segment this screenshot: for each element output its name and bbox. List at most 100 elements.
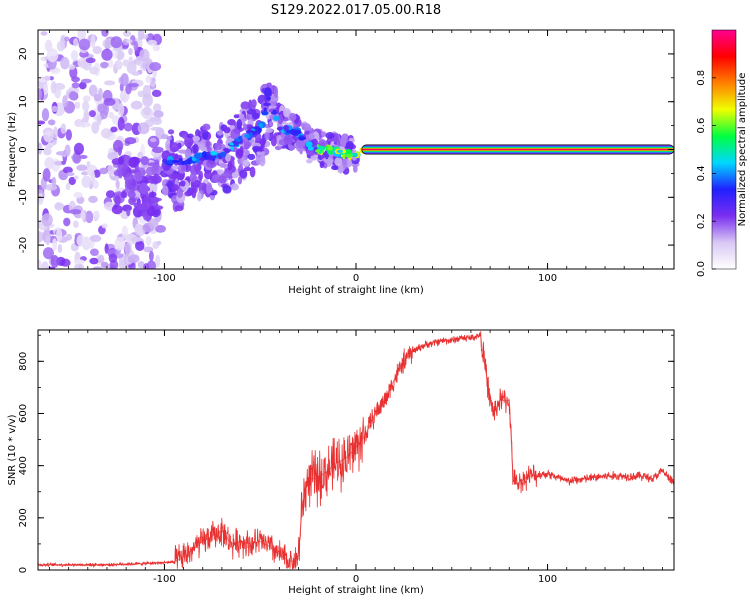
signal-halo-blob [251, 99, 257, 108]
signal-halo-blob [239, 169, 248, 179]
noise-blob [153, 110, 164, 118]
noise-blob [54, 202, 64, 211]
noise-blob [74, 263, 84, 269]
signal-halo-blob [319, 162, 325, 169]
signal-halo-blob [184, 148, 192, 159]
noise-blob [156, 240, 162, 245]
noise-blob [70, 49, 79, 61]
signal-halo-blob [264, 131, 270, 140]
spectrogram-plot-area [38, 30, 674, 269]
noise-blob [38, 120, 46, 125]
signal-halo-blob [277, 114, 284, 125]
noise-blob [42, 83, 49, 95]
noise-blob [61, 160, 66, 165]
snr-y-tick-label: 800 [18, 352, 29, 371]
noise-blob [88, 110, 96, 118]
colorbar-gradient [711, 29, 737, 270]
signal-halo-blob [283, 134, 294, 145]
noise-blob [134, 172, 143, 183]
signal-halo-blob [342, 157, 348, 170]
noise-blob [137, 90, 145, 98]
signal-core-blob [184, 159, 189, 165]
noise-blob [140, 34, 149, 39]
noise-blob [139, 182, 149, 195]
snr-x-axis-label: Height of straight line (km) [288, 585, 424, 596]
signal-core-blob [167, 159, 174, 165]
signal-halo-blob [227, 119, 236, 126]
noise-blob [150, 197, 162, 202]
noise-blob [90, 170, 96, 185]
signal-core-blob [258, 122, 264, 129]
noise-blob [126, 208, 131, 217]
signal-halo-blob [237, 176, 243, 185]
signal-halo-blob [230, 183, 239, 191]
signal-halo-blob [283, 108, 292, 118]
signal-halo-blob [320, 131, 327, 138]
noise-blob [118, 156, 125, 165]
signal-halo-blob [169, 142, 179, 153]
noise-blob [57, 243, 63, 254]
signal-core-blob [253, 126, 260, 130]
noise-blob [96, 114, 102, 126]
noise-blob [127, 254, 140, 264]
signal-core-blob [336, 149, 344, 153]
noise-blob [86, 161, 91, 167]
noise-blob [90, 248, 99, 257]
noise-blob [89, 257, 99, 265]
colorbar-tick-label: 0.0 [696, 261, 707, 277]
signal-halo-blob [273, 86, 279, 98]
spectrogram-x-axis-label: Height of straight line (km) [288, 285, 424, 296]
noise-blob [126, 233, 138, 245]
noise-blob [139, 48, 150, 62]
noise-blob [64, 144, 71, 157]
noise-blob [52, 238, 58, 251]
signal-core-blob [327, 145, 333, 151]
noise-blob [68, 176, 76, 186]
signal-halo-blob [202, 123, 211, 131]
noise-blob [51, 105, 59, 113]
signal-core-blob [261, 111, 269, 116]
noise-blob [81, 78, 92, 84]
spectrogram-y-tick-label: -20 [18, 237, 29, 253]
signal-halo-blob [230, 128, 241, 140]
snr-y-tick-label: 600 [18, 404, 29, 423]
noise-blob [111, 204, 123, 215]
signal-halo-blob [331, 165, 339, 171]
colorbar: 0.0 0.2 0.4 0.6 0.8 Normalized spectral ampl… [696, 29, 748, 277]
chart-title: S129.2022.017.05.00.R18 [271, 3, 441, 18]
noise-blob [102, 102, 110, 116]
signal-halo-blob [198, 170, 204, 181]
signal-halo-blob [165, 139, 171, 151]
signal-halo-blob [179, 180, 186, 187]
noise-blob [148, 250, 154, 262]
signal-halo-blob [176, 187, 183, 199]
noise-blob [101, 223, 108, 229]
signal-halo-blob [205, 182, 213, 194]
noise-blob [108, 253, 118, 263]
spectrogram-x-tick-label: -100 [153, 273, 176, 284]
colorbar-tick-label: 0.8 [696, 70, 707, 86]
noise-blob [99, 167, 109, 175]
noise-blob [63, 217, 71, 227]
signal-core-blob [263, 87, 272, 98]
snr-y-tick-label: 200 [18, 508, 29, 527]
noise-blob [45, 184, 58, 191]
spectrogram-x-tick-label: 100 [538, 273, 557, 284]
noise-blob [147, 175, 158, 184]
noise-blob [88, 195, 98, 204]
signal-halo-blob [174, 153, 179, 160]
snr-noisy-trace [38, 331, 674, 570]
noise-blob [124, 137, 137, 145]
noise-blob [112, 139, 124, 153]
noise-blob [60, 56, 70, 70]
noise-blob [53, 126, 58, 140]
noise-blob [149, 137, 157, 143]
noise-blob [145, 166, 155, 176]
signal-halo-blob [268, 120, 273, 127]
noise-blob [73, 38, 79, 47]
noise-blob [41, 213, 53, 227]
snr-ticks: -100 0 100 0 200 400 600 800 [18, 330, 674, 585]
noise-blob [62, 95, 68, 108]
noise-blob [40, 31, 48, 36]
